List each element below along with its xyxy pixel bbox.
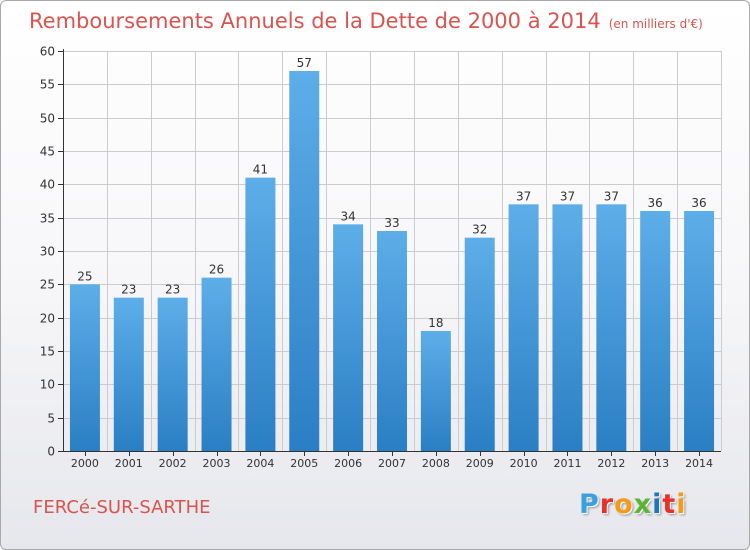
y-tick-label: 45	[40, 145, 55, 159]
y-tick-label: 5	[47, 412, 55, 426]
y-tick-label: 50	[40, 112, 55, 126]
x-tick-label: 2009	[466, 457, 494, 470]
bar	[684, 211, 715, 451]
axes: 0 5 10 15 20 25 30 35 40 45 50 55 60 2000 2001 2002 2003…	[40, 45, 721, 470]
logo-letter: x	[633, 489, 653, 520]
town-name: FERCé-SUR-SARTHE	[33, 497, 211, 518]
logo-letter: i	[676, 489, 687, 520]
bar	[333, 224, 364, 451]
bar-value-label: 57	[297, 56, 312, 70]
bar	[69, 284, 100, 451]
bar	[464, 237, 495, 451]
bar-value-label: 34	[340, 209, 355, 223]
bar-value-label: 37	[516, 189, 531, 203]
bars: 25 23 23 26 41 57 34 33 18 32 37 37 37 36 36	[69, 56, 715, 451]
bar-value-label: 18	[428, 316, 443, 330]
x-tick-label: 2008	[422, 457, 450, 470]
logo-letter: r	[599, 489, 615, 520]
bar	[377, 231, 407, 451]
y-tick-label: 10	[40, 378, 55, 392]
bar	[113, 297, 144, 451]
x-tick-label: 2014	[685, 457, 713, 470]
x-tick-label: 2012	[597, 457, 625, 470]
x-tick-label: 2003	[203, 457, 231, 470]
x-tick-label: 2004	[246, 457, 274, 470]
x-tick-label: 2000	[71, 457, 99, 470]
x-tick-label: 2007	[378, 457, 406, 470]
bar-value-label: 36	[648, 196, 663, 210]
bar-value-label: 23	[165, 283, 180, 297]
y-tick-label: 30	[40, 245, 55, 259]
bar	[640, 211, 671, 451]
bar-value-label: 26	[209, 263, 224, 277]
y-tick-label: 60	[40, 45, 55, 59]
bar-value-label: 25	[77, 269, 92, 283]
x-tick-label: 2013	[641, 457, 669, 470]
y-tick-label: 0	[47, 445, 55, 459]
y-tick-label: 55	[40, 78, 55, 92]
chart-unit: (en milliers d'€)	[608, 17, 703, 31]
bar	[157, 297, 188, 451]
bar-value-label: 33	[384, 216, 399, 230]
y-tick-label: 35	[40, 212, 55, 226]
x-tick-label: 2011	[553, 457, 581, 470]
logo-letter: t	[662, 489, 677, 520]
bar-value-label: 23	[121, 283, 136, 297]
bar-value-label: 37	[560, 189, 575, 203]
chart-title: Remboursements Annuels de la Dette de 20…	[29, 9, 703, 33]
y-tick-label: 15	[40, 345, 55, 359]
logo-letter: i	[652, 489, 663, 520]
bar-value-label: 36	[691, 196, 706, 210]
logo-letter: o	[614, 489, 634, 520]
x-tick-label: 2002	[159, 457, 187, 470]
x-tick-label: 2010	[510, 457, 538, 470]
bar	[420, 331, 451, 451]
chart-title-text: Remboursements Annuels de la Dette de 20…	[29, 9, 601, 33]
y-tick-label: 20	[40, 312, 55, 326]
x-tick-label: 2001	[115, 457, 143, 470]
bar	[289, 71, 320, 451]
x-tick-label: 2005	[290, 457, 318, 470]
proxiti-logo: Proxiti	[579, 489, 687, 520]
logo-letter: P	[579, 489, 600, 520]
bar-value-label: 37	[604, 189, 619, 203]
bar	[508, 204, 539, 451]
bar	[201, 277, 232, 451]
bar-value-label: 32	[472, 223, 487, 237]
x-tick-label: 2006	[334, 457, 362, 470]
bar-value-label: 41	[253, 163, 268, 177]
bar	[596, 204, 627, 451]
bar	[245, 177, 276, 451]
bar	[552, 204, 583, 451]
y-tick-label: 40	[40, 178, 55, 192]
y-tick-label: 25	[40, 278, 55, 292]
